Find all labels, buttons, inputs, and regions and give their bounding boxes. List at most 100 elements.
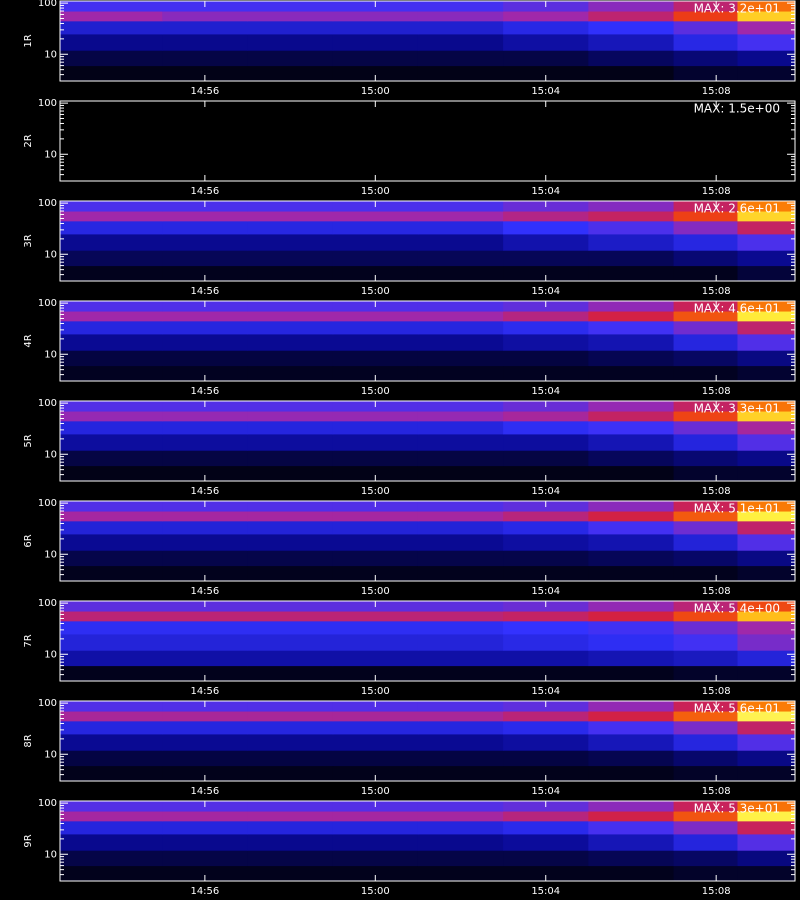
heat-cell xyxy=(162,265,248,282)
heat-cell xyxy=(162,820,248,835)
heat-cell xyxy=(503,750,589,767)
heat-cell xyxy=(737,865,796,882)
heat-cell xyxy=(588,511,675,522)
x-tick-label: 15:00 xyxy=(361,686,390,697)
heat-cell xyxy=(588,765,675,782)
heat-cell xyxy=(60,620,163,635)
heat-cell xyxy=(588,665,675,682)
heat-cell xyxy=(247,633,334,651)
heat-cell xyxy=(332,520,419,535)
y-tick-label: 10 xyxy=(44,749,57,760)
heat-cell xyxy=(162,633,248,651)
heat-cell xyxy=(503,633,589,651)
heat-cell xyxy=(588,711,675,722)
heat-cell xyxy=(60,101,163,112)
heat-cell xyxy=(588,850,675,867)
plot-frame xyxy=(59,400,796,482)
heat-cell xyxy=(332,533,419,551)
heat-cell xyxy=(162,465,248,482)
heat-cell xyxy=(332,65,419,82)
heat-cell xyxy=(503,433,589,451)
heat-cell xyxy=(737,33,796,51)
heat-cell xyxy=(673,565,738,582)
heat-cell xyxy=(247,420,334,435)
heat-cell xyxy=(417,1,504,12)
heat-cell xyxy=(673,420,738,435)
heat-cell xyxy=(162,433,248,451)
heat-cell xyxy=(673,111,738,122)
heat-cell xyxy=(162,511,248,522)
heat-cell xyxy=(60,833,163,851)
heat-cell xyxy=(588,150,675,167)
heat-cell xyxy=(162,220,248,235)
heat-cell xyxy=(162,865,248,882)
heat-cell xyxy=(247,301,334,312)
heat-cell xyxy=(673,101,738,112)
heat-cell xyxy=(417,765,504,782)
heat-cell xyxy=(332,220,419,235)
heat-cell xyxy=(332,420,419,435)
max-annotation: MAX: 3.2e+01 xyxy=(694,2,780,16)
x-tick-label: 15:04 xyxy=(531,386,560,397)
heat-cell xyxy=(503,320,589,335)
heat-cell xyxy=(737,811,796,822)
heat-cell xyxy=(737,733,796,751)
heat-cell xyxy=(417,465,504,482)
heat-cell xyxy=(673,850,738,867)
x-tick-label: 15:08 xyxy=(702,886,731,897)
heat-cell xyxy=(162,211,248,222)
heat-cell xyxy=(737,820,796,835)
heat-cell xyxy=(162,711,248,722)
heat-cell xyxy=(737,1,796,12)
heat-cell xyxy=(60,801,163,812)
heat-cell xyxy=(588,620,675,635)
heat-cell xyxy=(417,150,504,167)
heat-cell xyxy=(588,311,675,322)
heat-cell xyxy=(503,333,589,351)
heat-cell xyxy=(417,133,504,151)
heat-cell xyxy=(417,120,504,135)
heat-cell xyxy=(588,233,675,251)
heat-cell xyxy=(247,620,334,635)
heat-cell xyxy=(417,550,504,567)
heat-cell xyxy=(737,211,796,222)
y-axis-label: 8R xyxy=(23,734,34,747)
x-tick-label: 15:00 xyxy=(361,386,390,397)
heat-cell xyxy=(417,720,504,735)
y-axis-label: 2R xyxy=(23,134,34,147)
heat-cell xyxy=(673,133,738,151)
heat-cell xyxy=(673,601,738,612)
heat-cell xyxy=(332,250,419,267)
heat-cell xyxy=(673,711,738,722)
heat-cell xyxy=(673,765,738,782)
heat-cell xyxy=(673,533,738,551)
heat-cell xyxy=(247,501,334,512)
heat-cell xyxy=(60,333,163,351)
plot-frame xyxy=(59,200,796,282)
heat-cell xyxy=(417,265,504,282)
heat-cell xyxy=(60,811,163,822)
heat-cell xyxy=(417,201,504,212)
heat-cell xyxy=(503,350,589,367)
heat-cell xyxy=(673,650,738,667)
heat-cell xyxy=(503,833,589,851)
heat-cell xyxy=(588,350,675,367)
heat-cell xyxy=(737,750,796,767)
heat-cell xyxy=(737,711,796,722)
heat-cell xyxy=(737,665,796,682)
heat-cell xyxy=(503,420,589,435)
heat-cell xyxy=(737,411,796,422)
heat-cell xyxy=(332,465,419,482)
heat-cell xyxy=(60,820,163,835)
heat-cell xyxy=(162,50,248,67)
heat-cell xyxy=(417,220,504,235)
heat-cell xyxy=(503,650,589,667)
heat-cell xyxy=(673,450,738,467)
heat-cell xyxy=(417,111,504,122)
heat-cell xyxy=(332,111,419,122)
heat-cell xyxy=(737,720,796,735)
heat-cell xyxy=(247,311,334,322)
x-tick-label: 15:08 xyxy=(702,286,731,297)
x-tick-label: 15:04 xyxy=(531,886,560,897)
